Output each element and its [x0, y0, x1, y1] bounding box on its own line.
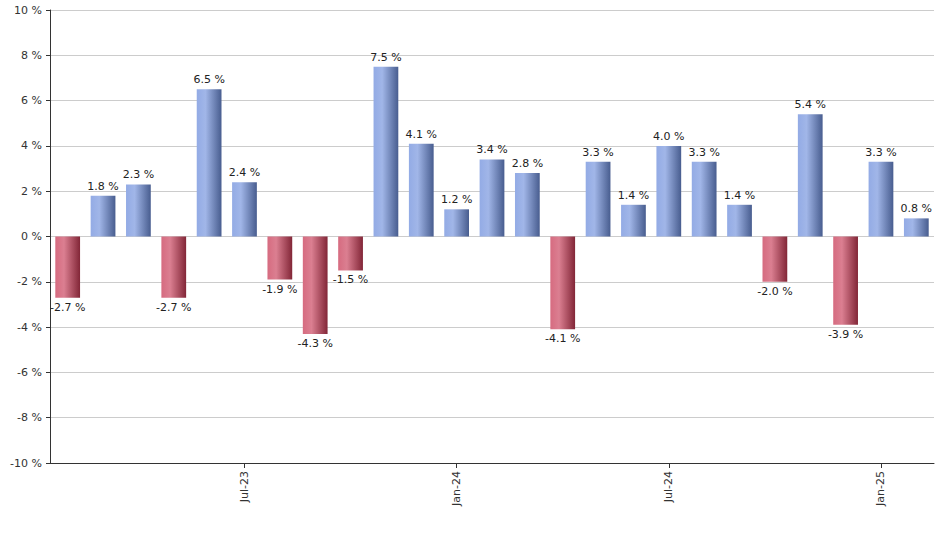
svg-text:Jan-25: Jan-25: [874, 471, 887, 507]
svg-text:10 %: 10 %: [14, 4, 42, 17]
svg-text:2 %: 2 %: [21, 185, 42, 198]
svg-text:-2 %: -2 %: [17, 275, 42, 288]
svg-text:-4.3 %: -4.3 %: [297, 337, 332, 350]
svg-text:6.5 %: 6.5 %: [193, 73, 224, 86]
svg-text:-1.9 %: -1.9 %: [262, 283, 297, 296]
svg-text:5.4 %: 5.4 %: [795, 98, 826, 111]
svg-text:-4 %: -4 %: [17, 321, 42, 334]
svg-text:7.5 %: 7.5 %: [370, 51, 401, 64]
svg-text:-2.0 %: -2.0 %: [757, 285, 792, 298]
svg-text:-4.1 %: -4.1 %: [545, 332, 580, 345]
svg-text:2.3 %: 2.3 %: [123, 168, 154, 181]
svg-text:Jul-24: Jul-24: [662, 471, 675, 503]
svg-text:Jan-24: Jan-24: [450, 471, 463, 507]
svg-text:3.3 %: 3.3 %: [582, 146, 613, 159]
svg-text:8 %: 8 %: [21, 49, 42, 62]
svg-text:3.3 %: 3.3 %: [865, 146, 896, 159]
svg-text:-2.7 %: -2.7 %: [50, 301, 85, 314]
svg-text:-6 %: -6 %: [17, 366, 42, 379]
svg-text:-3.9 %: -3.9 %: [828, 328, 863, 341]
svg-text:-2.7 %: -2.7 %: [156, 301, 191, 314]
svg-text:-1.5 %: -1.5 %: [333, 273, 368, 286]
svg-text:1.8 %: 1.8 %: [87, 180, 118, 193]
svg-text:4.0 %: 4.0 %: [653, 130, 684, 143]
svg-text:2.8 %: 2.8 %: [512, 157, 543, 170]
svg-text:Jul-23: Jul-23: [238, 471, 251, 503]
svg-text:1.4 %: 1.4 %: [618, 189, 649, 202]
svg-text:3.3 %: 3.3 %: [688, 146, 719, 159]
svg-text:-8 %: -8 %: [17, 411, 42, 424]
svg-text:6 %: 6 %: [21, 94, 42, 107]
svg-text:3.4 %: 3.4 %: [476, 143, 507, 156]
svg-text:4 %: 4 %: [21, 139, 42, 152]
svg-text:1.4 %: 1.4 %: [724, 189, 755, 202]
svg-text:-10 %: -10 %: [10, 457, 42, 470]
svg-text:4.1 %: 4.1 %: [406, 128, 437, 141]
svg-text:1.2 %: 1.2 %: [441, 193, 472, 206]
svg-text:0.8 %: 0.8 %: [901, 202, 932, 215]
svg-text:0 %: 0 %: [21, 230, 42, 243]
svg-text:2.4 %: 2.4 %: [229, 166, 260, 179]
